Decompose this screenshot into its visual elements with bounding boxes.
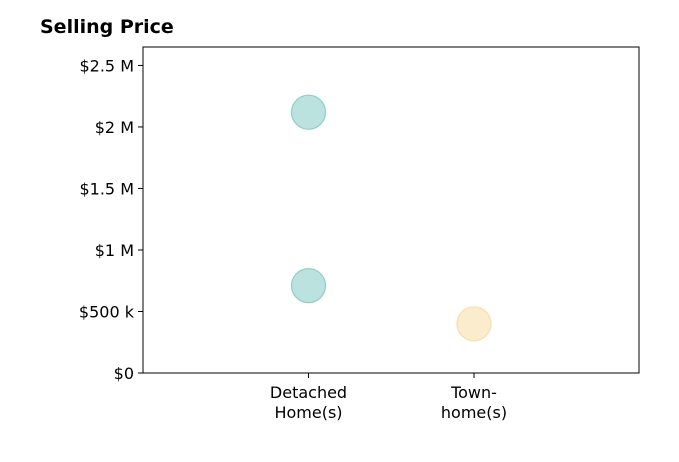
chart-title: Selling Price [40, 16, 174, 38]
data-point-2 [456, 306, 492, 342]
y-tick-label-5: $2.5 M [79, 56, 134, 75]
points-layer [290, 94, 492, 342]
plot-frame [142, 46, 640, 374]
y-axis: $0 $500 k $1 M $1.5 M $2 M $2.5 M [79, 56, 143, 383]
x-axis: Detached Home(s) Town-home(s) [270, 373, 507, 422]
y-tick-label-3: $1.5 M [79, 179, 134, 198]
data-point-0 [290, 94, 327, 130]
x-tick-label-0: Detached Home(s) [270, 383, 347, 422]
x-tick-label-1: Town-home(s) [441, 383, 507, 422]
data-point-1 [290, 268, 327, 304]
y-tick-label-4: $2 M [95, 118, 134, 137]
y-tick-label-0: $0 [114, 364, 134, 383]
y-tick-label-2: $1 M [95, 241, 134, 260]
y-tick-label-1: $500 k [79, 302, 135, 321]
